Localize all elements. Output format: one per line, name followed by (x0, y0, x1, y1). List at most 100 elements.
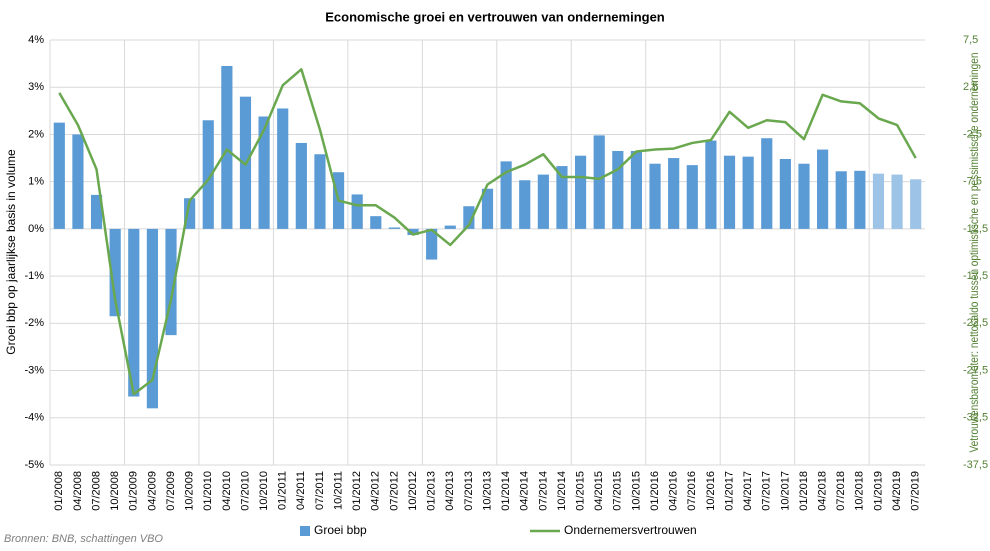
bar (649, 163, 661, 229)
y-tick-label: 0% (28, 223, 44, 235)
bar (891, 174, 903, 229)
x-tick-label: 01/2019 (872, 471, 884, 511)
x-tick-label: 04/2014 (519, 471, 531, 511)
legend-swatch (300, 526, 310, 536)
bar (500, 161, 512, 229)
x-tick-label: 01/2009 (128, 471, 140, 511)
bar (798, 163, 810, 229)
bar (184, 198, 196, 229)
y2-tick-label: 2,5 (963, 81, 978, 93)
bar (872, 173, 885, 229)
y-tick-label: 2% (28, 128, 44, 140)
y-tick-label: 3% (28, 81, 44, 93)
x-tick-label: 10/2017 (779, 471, 791, 511)
x-tick-label: 07/2014 (537, 471, 549, 511)
bar (556, 166, 568, 229)
bar (705, 140, 717, 229)
x-tick-label: 01/2008 (53, 471, 65, 511)
y-tick-label: -3% (24, 364, 44, 376)
y2-tick-label: -37,5 (963, 459, 988, 471)
bar (351, 194, 363, 229)
x-tick-label: 10/2016 (705, 471, 717, 511)
bar (686, 165, 698, 229)
bar (630, 150, 643, 229)
bar (761, 138, 773, 229)
bar (779, 159, 791, 229)
bar (370, 216, 382, 229)
x-tick-label: 04/2012 (370, 471, 382, 511)
x-tick-label: 07/2019 (910, 471, 922, 511)
y-tick-label: -4% (24, 412, 44, 424)
y2-tick-label: -7,5 (963, 176, 982, 188)
x-tick-label: 07/2008 (90, 471, 102, 511)
x-tick-label: 04/2010 (221, 471, 233, 511)
x-tick-label: 10/2008 (109, 471, 121, 511)
y2-tick-label: -27,5 (963, 364, 988, 376)
y2-tick-label: 7,5 (963, 34, 978, 46)
x-tick-label: 10/2014 (556, 471, 568, 511)
x-tick-label: 07/2018 (835, 471, 847, 511)
y-tick-label: -1% (24, 270, 44, 282)
x-tick-label: 01/2010 (202, 471, 214, 511)
bar (817, 149, 829, 229)
x-tick-label: 07/2017 (761, 471, 773, 511)
x-tick-label: 04/2015 (593, 471, 605, 511)
bar (109, 228, 121, 317)
x-tick-label: 04/2018 (817, 471, 829, 511)
x-tick-label: 07/2009 (165, 471, 177, 511)
bar (835, 171, 847, 229)
y-tick-label: -2% (24, 317, 44, 329)
x-tick-label: 04/2008 (72, 471, 84, 511)
x-tick-label: 10/2012 (407, 471, 419, 511)
y2-tick-label: -2,5 (963, 128, 982, 140)
bar (742, 156, 754, 229)
bar (426, 228, 438, 260)
bar (593, 135, 605, 229)
bar (463, 206, 475, 229)
y-tick-label: 4% (28, 34, 44, 46)
x-tick-label: 04/2013 (444, 471, 456, 511)
bar (202, 120, 214, 229)
bar (128, 228, 140, 397)
bar (388, 227, 400, 229)
bar (444, 225, 456, 229)
x-tick-label: 01/2018 (798, 471, 810, 511)
y-axis-label: Groei bbp op jaarlijkse basis in volume (4, 149, 18, 355)
y2-tick-label: -22,5 (963, 317, 988, 329)
x-tick-label: 01/2011 (277, 471, 289, 510)
bar (72, 134, 84, 229)
x-tick-label: 01/2012 (351, 471, 363, 511)
x-tick-label: 10/2013 (481, 471, 493, 511)
bar (481, 188, 494, 229)
x-tick-label: 07/2013 (463, 471, 475, 511)
bar (53, 122, 65, 229)
bar (537, 174, 549, 229)
x-tick-label: 10/2010 (258, 471, 270, 511)
x-tick-label: 04/2017 (742, 471, 754, 511)
bar (668, 158, 680, 229)
x-tick-label: 04/2019 (891, 471, 903, 511)
x-tick-label: 04/2009 (146, 471, 158, 511)
x-tick-label: 10/2011 (332, 471, 344, 510)
x-tick-label: 07/2016 (686, 471, 698, 511)
source: Bronnen: BNB, schattingen VBO (4, 533, 163, 545)
legend-label: Ondernemersvertrouwen (564, 523, 697, 537)
bar (314, 154, 326, 229)
x-tick-label: 01/2016 (649, 471, 661, 511)
bar (258, 116, 270, 229)
x-tick-label: 01/2013 (426, 471, 438, 511)
bar (519, 180, 531, 229)
y-tick-label: -5% (24, 459, 44, 471)
x-tick-label: 07/2010 (239, 471, 251, 511)
y2-tick-label: -17,5 (963, 270, 988, 282)
x-tick-label: 01/2015 (574, 471, 586, 511)
bar (146, 228, 158, 409)
x-tick-label: 07/2012 (388, 471, 400, 511)
bar (90, 194, 103, 229)
bar (277, 108, 289, 229)
x-tick-label: 01/2014 (500, 471, 512, 511)
x-tick-label: 10/2018 (854, 471, 866, 511)
bar (910, 179, 922, 229)
x-tick-label: 07/2015 (612, 471, 624, 511)
